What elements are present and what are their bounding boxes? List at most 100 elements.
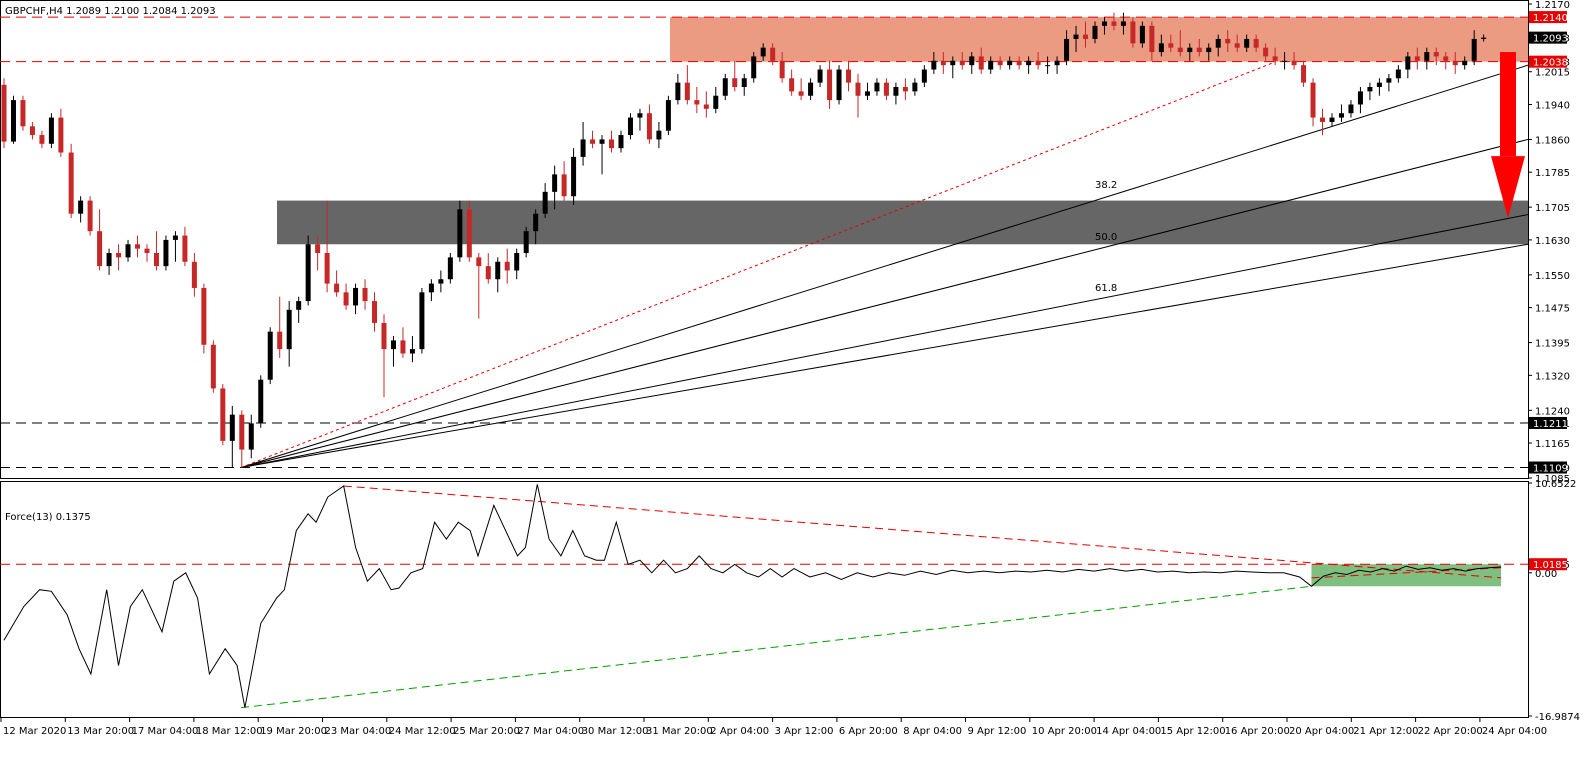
candle-body [552, 174, 558, 192]
x-tick-label: 22 Apr 20:00 [1418, 726, 1483, 737]
candle-body [580, 139, 586, 157]
candle-body [20, 100, 26, 127]
candle-body [637, 113, 643, 118]
price-tag [1529, 55, 1567, 68]
candle-body [940, 60, 946, 66]
candle-body [514, 253, 520, 271]
x-tick-label: 20 Apr 04:00 [1289, 726, 1354, 737]
candle-body [1282, 60, 1288, 62]
candle-body [466, 209, 472, 258]
candle-body [372, 301, 378, 323]
candle-body [827, 69, 833, 101]
candle-body [921, 69, 927, 83]
y-tick-label: 1.1320 [1535, 371, 1570, 382]
candle-body [68, 152, 74, 214]
x-tick-label: 15 Apr 12:00 [1160, 726, 1225, 737]
y-tick-label: 1.2170 [1535, 0, 1570, 11]
candle-body [627, 117, 633, 136]
candle-body [239, 414, 245, 450]
candle-body [1433, 52, 1439, 57]
candle-body [248, 423, 254, 450]
candle-body [760, 47, 766, 57]
candle-body [523, 231, 529, 254]
candle-body [902, 87, 908, 92]
price-tag-label: 1.2093 [1533, 34, 1568, 45]
x-tick-label: 18 Mar 12:00 [196, 726, 263, 737]
candle-body [571, 156, 577, 197]
x-tick-label: 10 Apr 20:00 [1032, 726, 1097, 737]
candle-body [1291, 60, 1297, 66]
candle-body [846, 69, 852, 83]
candle-body [1168, 43, 1174, 48]
candle-body [912, 82, 918, 92]
candle-body [1054, 60, 1060, 66]
candle-body [390, 340, 396, 350]
candle-body [1177, 47, 1183, 53]
x-tick-label: 3 Apr 12:00 [775, 726, 834, 737]
candle-body [191, 261, 197, 288]
candle-body [1158, 43, 1164, 53]
candle-body [1253, 38, 1259, 48]
candle-body [1083, 34, 1089, 39]
candle-body [1007, 60, 1013, 66]
candle-body [353, 287, 359, 306]
candle-body [703, 104, 709, 109]
x-tick-label: 21 Apr 12:00 [1353, 726, 1418, 737]
y-tick-label: 1.1940 [1535, 100, 1570, 111]
y-tick-label: 1.1240 [1535, 406, 1570, 417]
candle-body [1301, 65, 1307, 83]
candle-body [1196, 47, 1202, 53]
price-tag [1529, 416, 1567, 429]
candle-body [324, 253, 330, 284]
candle-body [1272, 56, 1278, 61]
candle-body [1338, 113, 1344, 118]
force-line [3, 484, 1502, 708]
levels-layer [0, 0, 1529, 718]
candle-body [1026, 60, 1032, 66]
price-tag [1529, 461, 1567, 474]
candle-body [495, 261, 501, 280]
candle-body [732, 78, 738, 88]
candle-body [1139, 25, 1145, 44]
candle-body [533, 213, 539, 232]
price-tag [1529, 31, 1567, 44]
candle-body [1206, 47, 1212, 53]
fib-label: 38.2 [1095, 180, 1117, 191]
candle-body [267, 331, 273, 380]
candle-body [1310, 82, 1316, 118]
candle-body [1395, 69, 1401, 79]
fib-line [240, 138, 1529, 468]
y-tick-label: 1.1630 [1535, 236, 1570, 247]
candle-body [135, 244, 141, 249]
force-y-tick-label: 0.00 [1535, 569, 1557, 580]
candle-body [713, 95, 719, 109]
candle-body [1187, 47, 1193, 53]
x-tick-label: 25 Mar 20:00 [453, 726, 520, 737]
candle-body [125, 244, 131, 258]
candle-body [409, 349, 415, 354]
candle-body [1225, 38, 1231, 44]
fib-line [240, 64, 1529, 468]
candle-body [78, 200, 84, 214]
candle-body [457, 209, 463, 258]
candle-body [1414, 56, 1420, 61]
force-shaded-zone [1311, 564, 1502, 587]
x-tick-label: 6 Apr 20:00 [839, 726, 898, 737]
candle-body [1092, 25, 1098, 39]
x-tick-label: 9 Apr 12:00 [968, 726, 1027, 737]
x-tick-label: 8 Apr 04:00 [903, 726, 962, 737]
candle-body [1234, 43, 1240, 48]
force-chart-title: Force(13) 0.1375 [5, 512, 91, 523]
candle-body [741, 78, 747, 88]
candle-body [144, 248, 150, 254]
force-y-tick-label: -16.9874 [1535, 712, 1580, 723]
x-tick-label: 13 Mar 20:00 [67, 726, 134, 737]
candle-body [419, 292, 425, 350]
candle-body [997, 60, 1003, 66]
candle-body [1329, 117, 1335, 122]
candle-body [39, 135, 45, 144]
candle-body [1, 84, 7, 142]
price-tag-label: 1.1109 [1533, 464, 1568, 475]
